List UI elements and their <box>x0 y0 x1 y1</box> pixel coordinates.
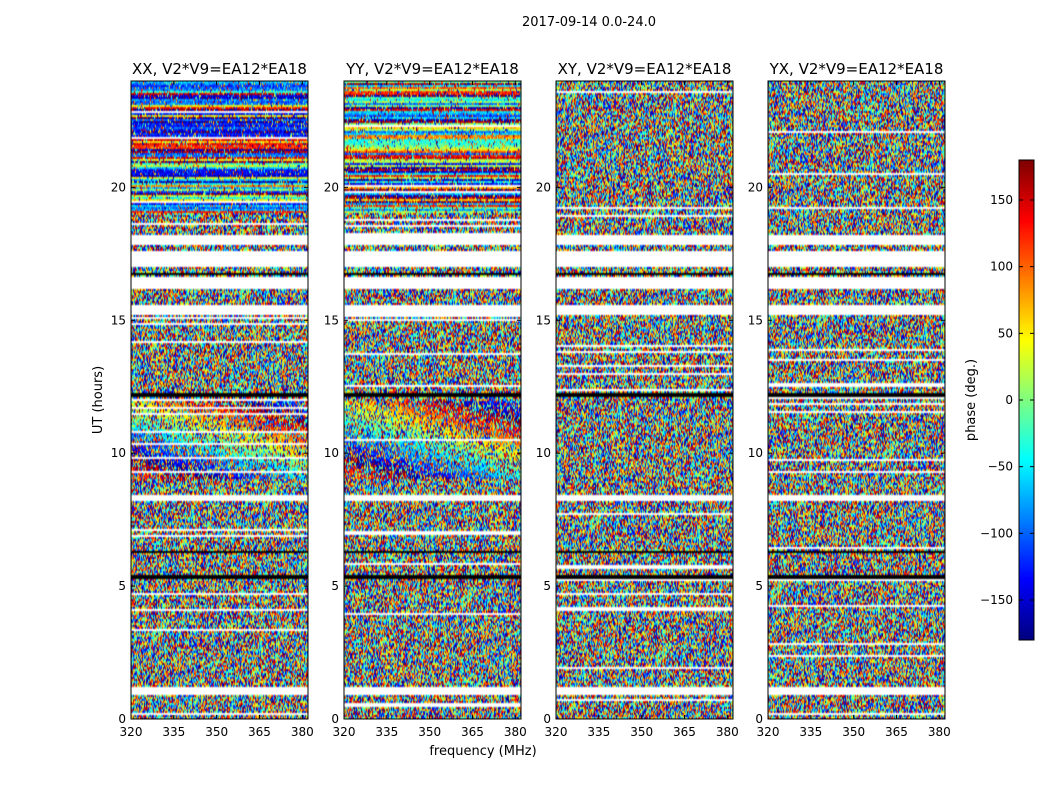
colorbar-gradient <box>1019 160 1034 640</box>
y-tick-label: 0 <box>543 712 551 726</box>
x-tick-label: 380 <box>716 725 739 739</box>
y-tick-label: 10 <box>536 446 551 460</box>
y-tick-label: 20 <box>324 180 339 194</box>
x-tick-label: 380 <box>928 725 951 739</box>
colorbar: −150 −100 −50 0 50 100 150 <box>980 159 1035 641</box>
y-tick-label: 20 <box>111 180 126 194</box>
axes-frame-0 <box>130 80 309 720</box>
x-axis-label: frequency (MHz) <box>429 744 536 759</box>
y-tick-label: 0 <box>755 712 763 726</box>
y-tick-label: 10 <box>748 446 763 460</box>
colorbar-tick-label: 0 <box>1005 393 1013 407</box>
axes-frame-2 <box>555 80 734 720</box>
panel-title-3: YX, V2*V9=EA12*EA18 <box>769 60 944 78</box>
x-tick-label: 320 <box>545 725 568 739</box>
colorbar-tick-label: −50 <box>988 460 1013 474</box>
y-tick-label: 5 <box>543 579 551 593</box>
x-tick-label: 380 <box>291 725 314 739</box>
x-tick-label: 365 <box>673 725 696 739</box>
y-tick-label: 10 <box>324 446 339 460</box>
panel-3: YX, V2*V9=EA12*EA18 320 335 350 365 380 0 5 10 15… <box>748 60 951 739</box>
x-tick-label: 335 <box>375 725 398 739</box>
y-tick-label: 15 <box>324 313 339 327</box>
x-tick-label: 320 <box>757 725 780 739</box>
x-tick-label: 350 <box>205 725 228 739</box>
heatmap-image-1 <box>344 81 521 719</box>
axes-frame-1 <box>343 80 522 720</box>
panel-1: YY, V2*V9=EA12*EA18 320 335 350 365 380 0 5 10 15… <box>324 60 527 739</box>
panels-group: XX, V2*V9=EA12*EA18 320 335 350 365 380 0 5 10 15… <box>111 60 951 739</box>
x-tick-label: 365 <box>461 725 484 739</box>
colorbar-tick-label: 50 <box>998 326 1013 340</box>
panel-title-2: XY, V2*V9=EA12*EA18 <box>558 60 732 78</box>
colorbar-tick-label: 100 <box>990 260 1013 274</box>
x-tick-label: 320 <box>333 725 356 739</box>
x-tick-label: 380 <box>504 725 527 739</box>
x-tick-label: 320 <box>120 725 143 739</box>
y-axis-label: UT (hours) <box>91 366 106 434</box>
colorbar-tick-label: 150 <box>990 193 1013 207</box>
y-tick-label: 15 <box>536 313 551 327</box>
y-tick-label: 5 <box>331 579 339 593</box>
panel-0: XX, V2*V9=EA12*EA18 320 335 350 365 380 0 5 10 15… <box>111 60 314 739</box>
panel-title-1: YY, V2*V9=EA12*EA18 <box>345 60 519 78</box>
axes-frame-3 <box>767 80 946 720</box>
colorbar-label: phase (deg.) <box>964 359 979 441</box>
y-tick-label: 15 <box>111 313 126 327</box>
y-tick-label: 5 <box>118 579 126 593</box>
figure-suptitle: 2017-09-14 0.0-24.0 <box>522 15 656 30</box>
panel-2: XY, V2*V9=EA12*EA18 320 335 350 365 380 0 5 10 15… <box>536 60 739 739</box>
x-tick-label: 335 <box>162 725 185 739</box>
x-tick-label: 365 <box>885 725 908 739</box>
y-tick-label: 10 <box>111 446 126 460</box>
heatmap-image-2 <box>556 81 733 719</box>
x-tick-label: 350 <box>630 725 653 739</box>
y-tick-label: 20 <box>536 180 551 194</box>
heatmap-image-0 <box>131 81 308 719</box>
y-tick-label: 15 <box>748 313 763 327</box>
x-tick-label: 350 <box>418 725 441 739</box>
panel-title-0: XX, V2*V9=EA12*EA18 <box>132 60 307 78</box>
y-tick-label: 0 <box>118 712 126 726</box>
heatmap-image-3 <box>768 81 945 719</box>
x-tick-label: 365 <box>248 725 271 739</box>
x-tick-label: 335 <box>587 725 610 739</box>
y-tick-label: 0 <box>331 712 339 726</box>
colorbar-tick-label: −150 <box>980 593 1013 607</box>
y-tick-label: 5 <box>755 579 763 593</box>
y-tick-label: 20 <box>748 180 763 194</box>
colorbar-tick-label: −100 <box>980 526 1013 540</box>
x-tick-label: 335 <box>799 725 822 739</box>
x-tick-label: 350 <box>842 725 865 739</box>
